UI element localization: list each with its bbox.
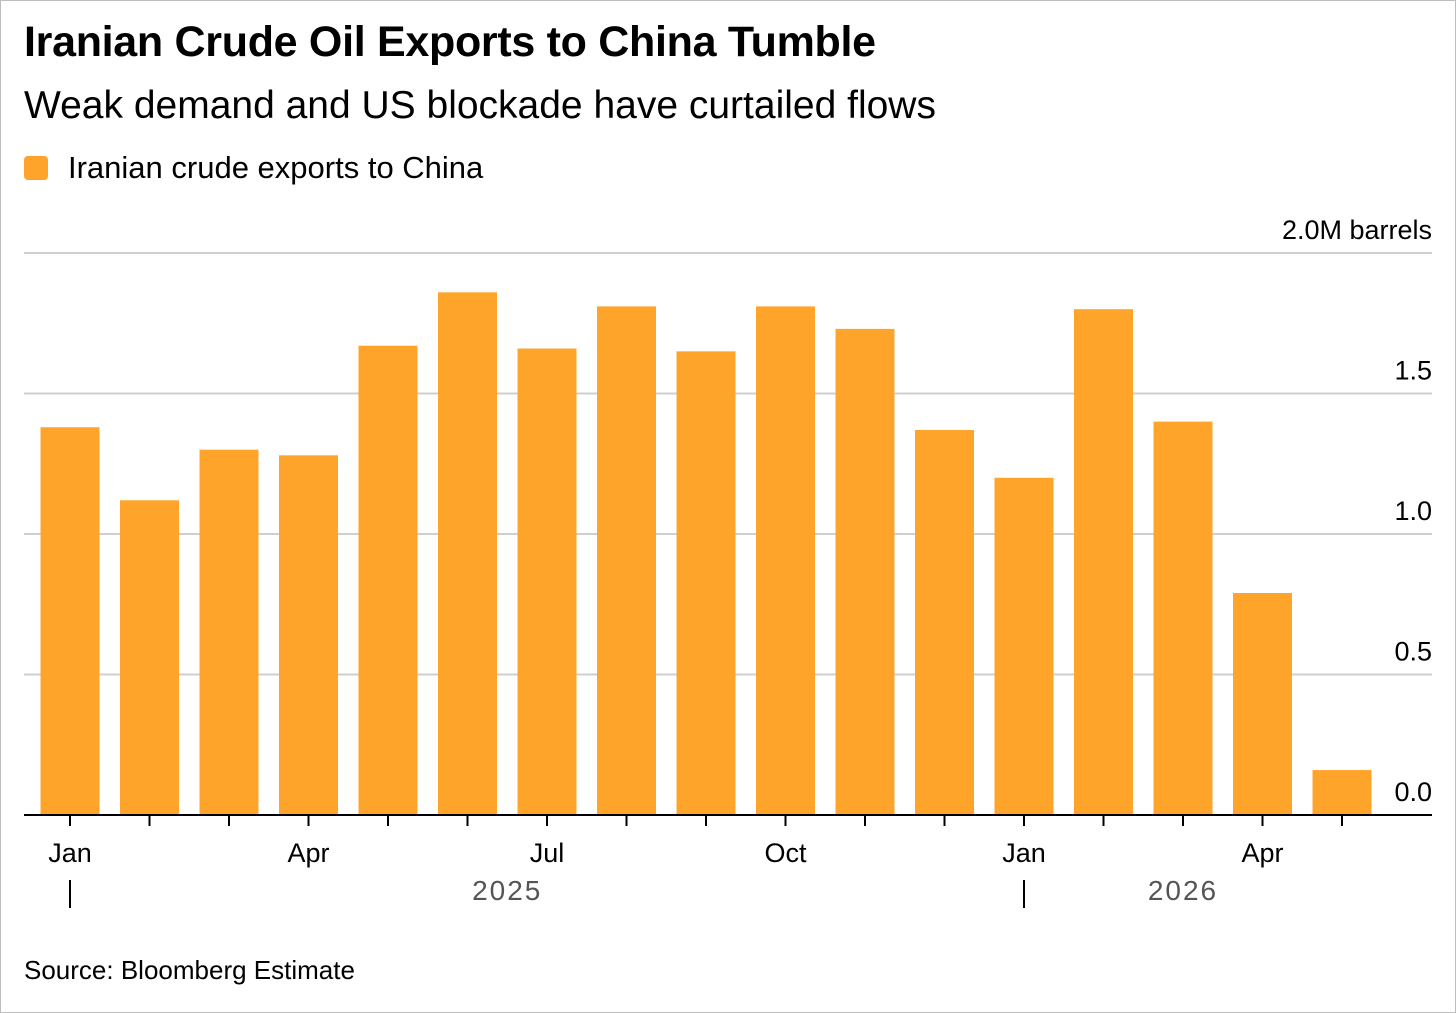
bar [358, 345, 418, 815]
legend: Iranian crude exports to China [24, 150, 483, 186]
legend-swatch [24, 156, 48, 180]
legend-label: Iranian crude exports to China [68, 150, 484, 185]
y-tick-label: 0.5 [1394, 637, 1432, 667]
bar [120, 500, 179, 815]
x-tick-label: Apr [1241, 838, 1283, 868]
x-tick-label: Apr [287, 838, 329, 868]
y-tick-label: 1.5 [1394, 356, 1432, 386]
bar [994, 477, 1054, 815]
year-label: 2026 [1148, 875, 1218, 906]
bar [597, 306, 656, 815]
bar [756, 306, 815, 815]
bar [1312, 770, 1372, 815]
y-tick-label: 2.0M barrels [1282, 215, 1432, 245]
bar [915, 430, 974, 815]
x-tick-label: Oct [764, 838, 807, 868]
x-tick-label: Jul [530, 838, 565, 868]
x-tick-label: Jan [48, 838, 92, 868]
bar [1233, 593, 1292, 815]
y-tick-label: 0.0 [1394, 777, 1432, 807]
bar-chart: 0.00.51.01.52.0M barrels Jan Apr Jul Oct Jan… [24, 215, 1432, 908]
x-tick-label: Jan [1002, 838, 1046, 868]
bar [279, 455, 338, 815]
year-label: 2025 [472, 875, 542, 906]
bar [199, 449, 259, 815]
bar [1074, 309, 1133, 815]
y-tick-label: 1.0 [1394, 496, 1432, 526]
x-axis [24, 814, 1432, 826]
bar [676, 351, 736, 815]
bar [517, 348, 577, 815]
y-tick-labels: 0.0 0.5 1.0 1.5 2.0M barrels [1282, 215, 1432, 807]
bar [438, 292, 497, 816]
bar [1153, 421, 1213, 815]
bars [40, 292, 1372, 816]
x-tick-labels: Jan Apr Jul Oct Jan Apr 2025 2026 [48, 838, 1284, 908]
chart-title: Iranian Crude Oil Exports to China Tumbl… [24, 18, 876, 66]
source-note: Source: Bloomberg Estimate [24, 955, 355, 985]
bar [835, 328, 895, 815]
bar [40, 427, 100, 815]
chart-subtitle: Weak demand and US blockade have curtail… [24, 84, 936, 127]
